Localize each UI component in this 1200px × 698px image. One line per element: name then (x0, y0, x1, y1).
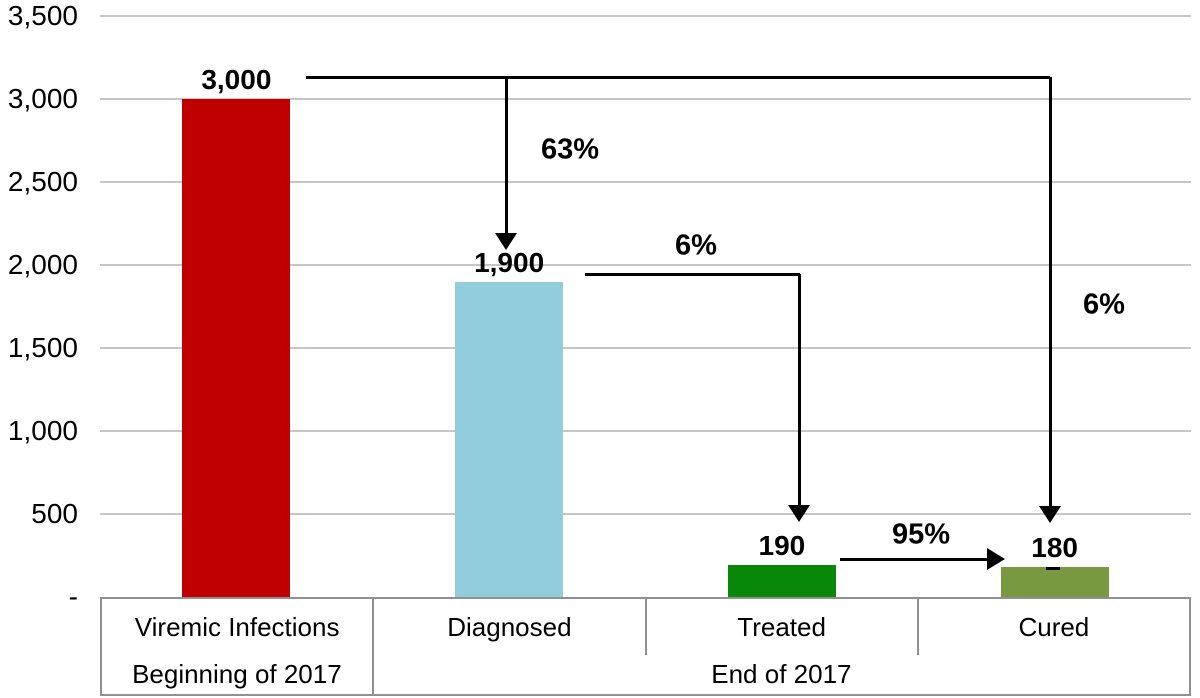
category-cell-cured: Cured (1018, 611, 1090, 642)
cured-bar-tick (1046, 567, 1060, 570)
arrow-to-cured-line (1049, 77, 1052, 506)
bar-value-label-cured: 180 (1031, 532, 1078, 564)
category-cell-viremic-infections: Viremic Infections (102, 599, 375, 655)
y-tick-label-3500: 3,500 (7, 0, 78, 31)
group-label-row: Beginning of 2017 End of 2017 (102, 655, 1189, 694)
flow-label-treated-to-cured: 95% (891, 518, 951, 551)
gridline-2500 (100, 181, 1191, 183)
y-tick-label-2000: 2,000 (7, 249, 78, 280)
arrow-to-diagnosed-line (505, 77, 508, 233)
flow-label-diagnosed-to-treated: 6% (675, 229, 717, 262)
y-tick-label-2500: 2,500 (7, 166, 78, 197)
gridline-500 (100, 513, 1191, 515)
y-tick-label-3000: 3,000 (7, 83, 78, 114)
bar-treated (727, 565, 836, 597)
bar-value-label-viremic-infections: 3,000 (201, 64, 272, 95)
arrow-to-cured-head-icon (1039, 506, 1061, 523)
arrow-to-treated-line (798, 274, 801, 505)
gridline-1500 (100, 347, 1191, 349)
arrow-treated-to-cured-head-icon (987, 548, 1005, 570)
group-cell-beginning-of-2017: Beginning of 2017 (102, 655, 374, 694)
y-tick-label-1000: 1,000 (7, 415, 78, 446)
bar-cured (1000, 567, 1109, 597)
group-cell-end-of-2017: End of 2017 (711, 659, 852, 689)
gridline-3000 (100, 98, 1191, 100)
flow-label-viremic-infections-to-diagnosed: 63% (540, 133, 600, 166)
category-cell-diagnosed: Diagnosed (374, 599, 647, 655)
flow-label-viremic-infections-to-cured: 6% (1083, 288, 1125, 321)
category-axis-table: Viremic Infections Diagnosed Treated Cured B… (100, 597, 1191, 696)
category-label-row: Viremic Infections Diagnosed Treated Cured (102, 599, 1189, 655)
gridline-1000 (100, 430, 1191, 432)
bar-value-label-diagnosed: 1,900 (474, 246, 545, 278)
arrow-to-diagnosed-head-icon (495, 233, 517, 250)
gridline-2000 (100, 264, 1191, 266)
bar-viremic-infections (182, 99, 291, 597)
y-tick-label-500: 500 (31, 498, 78, 529)
category-cell-treated: Treated (647, 599, 919, 655)
y-tick-label-1500: 1,500 (7, 332, 78, 363)
arrow-treated-to-cured (840, 558, 987, 561)
arrow-to-treated-head-icon (788, 505, 810, 522)
gridline-3500 (100, 15, 1191, 17)
arrow-diagnosed-connector (585, 273, 800, 276)
bar-diagnosed (455, 281, 564, 597)
y-tick-label-0: - (68, 581, 78, 612)
arrow-top-connector (306, 76, 1050, 79)
bar-value-label-treated: 190 (758, 530, 806, 562)
